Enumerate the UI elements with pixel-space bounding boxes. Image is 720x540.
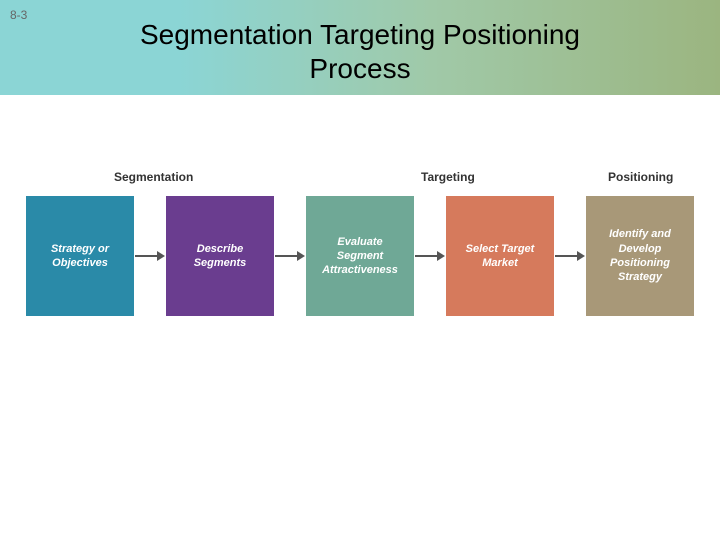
- slide-title: Segmentation Targeting Positioning Proce…: [0, 0, 720, 85]
- process-box-1: Describe Segments: [166, 196, 274, 316]
- process-box-2: Evaluate Segment Attractiveness: [306, 196, 414, 316]
- process-box-3: Select Target Market: [446, 196, 554, 316]
- arrow-icon: [414, 196, 446, 316]
- slide-number: 8-3: [10, 8, 27, 22]
- title-line-1: Segmentation Targeting Positioning: [140, 19, 580, 50]
- phase-label-segmentation: Segmentation: [114, 170, 193, 184]
- phase-label-positioning: Positioning: [608, 170, 673, 184]
- phase-labels-row: Segmentation Targeting Positioning: [26, 170, 694, 188]
- process-box-4: Identify and Develop Positioning Strateg…: [586, 196, 694, 316]
- arrow-icon: [554, 196, 586, 316]
- process-diagram: Segmentation Targeting Positioning Strat…: [0, 95, 720, 316]
- title-line-2: Process: [309, 53, 410, 84]
- process-box-0: Strategy or Objectives: [26, 196, 134, 316]
- process-flow-row: Strategy or Objectives Describe Segments E…: [26, 196, 694, 316]
- slide-header: 8-3 Segmentation Targeting Positioning P…: [0, 0, 720, 95]
- arrow-icon: [134, 196, 166, 316]
- phase-label-targeting: Targeting: [421, 170, 475, 184]
- arrow-icon: [274, 196, 306, 316]
